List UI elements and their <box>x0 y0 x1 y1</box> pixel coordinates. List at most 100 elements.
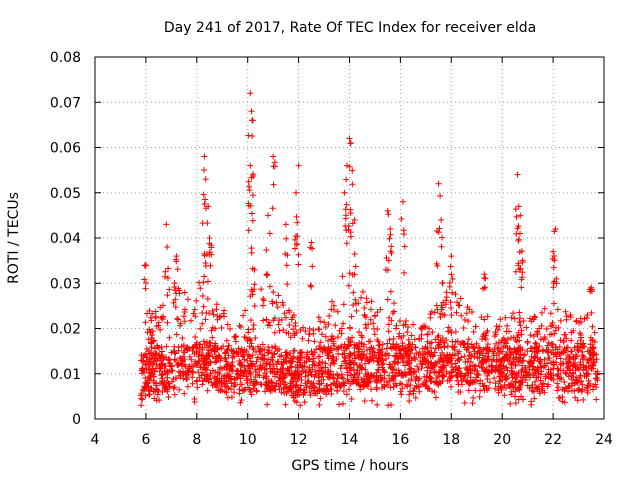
data-point <box>351 344 358 351</box>
data-point <box>589 362 596 369</box>
y-tick-label: 0.02 <box>50 322 81 338</box>
data-point <box>544 342 551 349</box>
data-point <box>330 338 337 345</box>
data-point <box>238 368 245 375</box>
data-point <box>245 202 252 209</box>
data-point <box>449 275 456 282</box>
data-point <box>484 313 491 320</box>
data-point <box>497 316 504 323</box>
data-point <box>207 262 214 269</box>
data-point <box>578 388 585 395</box>
data-point <box>359 288 366 295</box>
data-point <box>207 371 214 378</box>
data-point <box>383 255 390 261</box>
data-point <box>209 334 216 341</box>
data-point <box>389 369 396 376</box>
data-point <box>498 363 505 370</box>
data-point <box>592 370 599 377</box>
data-point <box>344 376 351 383</box>
data-point <box>387 231 394 238</box>
data-point <box>275 358 282 365</box>
data-point <box>474 371 481 378</box>
data-point <box>455 302 462 309</box>
data-point <box>484 372 491 379</box>
data-point <box>346 342 353 349</box>
data-point <box>495 368 502 375</box>
data-point <box>503 328 510 335</box>
data-point <box>146 391 153 398</box>
data-point <box>484 355 491 362</box>
data-point <box>512 378 519 385</box>
data-point <box>310 355 317 362</box>
data-point <box>204 387 211 394</box>
data-point <box>445 328 452 335</box>
data-point <box>201 371 208 378</box>
data-point <box>362 314 369 321</box>
data-point <box>493 340 500 347</box>
data-point <box>433 394 440 401</box>
data-point <box>346 135 353 142</box>
data-point <box>412 344 419 351</box>
data-point <box>164 275 171 282</box>
data-point <box>415 366 422 373</box>
data-point <box>385 211 392 218</box>
data-point <box>275 292 282 299</box>
data-point <box>304 349 311 356</box>
data-point <box>335 372 342 379</box>
data-point <box>158 351 165 358</box>
data-point <box>535 383 542 390</box>
data-point <box>437 192 444 199</box>
data-point <box>361 398 368 405</box>
data-point <box>248 391 255 398</box>
data-point <box>171 383 178 390</box>
data-point <box>319 331 326 338</box>
data-point <box>201 355 208 362</box>
data-point <box>513 354 520 361</box>
data-point <box>283 349 290 356</box>
data-point <box>274 366 281 373</box>
data-point <box>493 323 500 330</box>
data-point <box>546 331 553 338</box>
data-point <box>579 381 586 388</box>
data-point <box>559 386 566 393</box>
data-point <box>517 357 524 364</box>
data-point <box>276 327 283 334</box>
data-point <box>350 301 357 308</box>
data-point <box>261 352 268 359</box>
x-axis-label: GPS time / hours <box>291 458 408 474</box>
data-point <box>259 341 266 348</box>
data-point <box>144 310 151 317</box>
data-point <box>466 363 473 370</box>
data-point <box>349 167 356 174</box>
data-point <box>217 313 224 320</box>
data-point <box>186 363 193 370</box>
data-point <box>524 382 531 389</box>
data-point <box>200 364 207 371</box>
data-point <box>235 371 242 378</box>
data-point <box>322 369 329 376</box>
data-point <box>592 375 599 382</box>
data-point <box>554 380 561 387</box>
data-point <box>184 296 191 303</box>
data-point <box>256 366 263 373</box>
data-point <box>541 305 548 312</box>
data-point <box>568 337 575 344</box>
data-point <box>233 348 240 355</box>
y-tick-label: 0.03 <box>50 276 81 292</box>
data-point <box>297 402 304 409</box>
data-point <box>533 374 540 381</box>
data-point <box>580 354 587 361</box>
data-point <box>491 333 498 340</box>
data-point <box>396 345 403 352</box>
data-point <box>367 306 374 313</box>
data-point <box>568 348 575 355</box>
data-point <box>492 329 499 336</box>
data-point <box>451 343 458 350</box>
data-point <box>275 321 282 328</box>
data-point <box>513 338 520 345</box>
data-point <box>196 341 203 348</box>
data-point <box>331 360 338 367</box>
data-point <box>481 274 488 281</box>
data-point <box>247 90 254 97</box>
data-point <box>534 348 541 355</box>
